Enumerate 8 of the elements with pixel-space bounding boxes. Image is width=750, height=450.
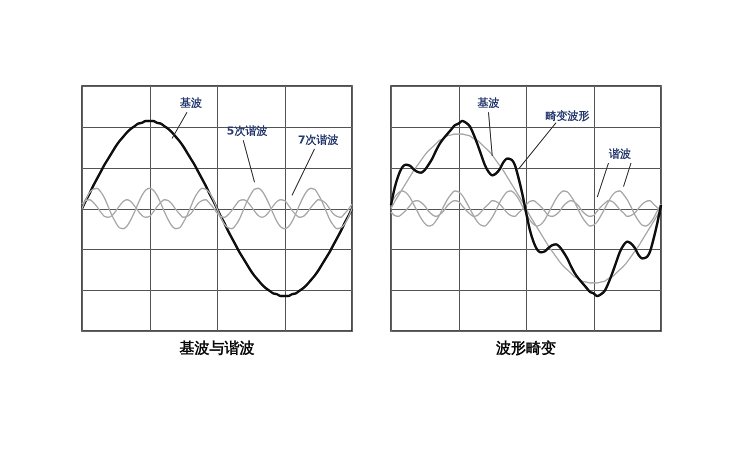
text: 波形畸变 xyxy=(495,339,556,357)
text: 基波与谐波 xyxy=(178,339,254,357)
annotation: 谐波 xyxy=(608,147,632,160)
annotation: 5次谐波 xyxy=(226,124,268,138)
annotation: 畸变波形 xyxy=(545,110,590,123)
annotation: 7次谐波 xyxy=(298,133,340,146)
text: 基波 xyxy=(178,96,203,110)
text: 基波 xyxy=(476,96,500,110)
